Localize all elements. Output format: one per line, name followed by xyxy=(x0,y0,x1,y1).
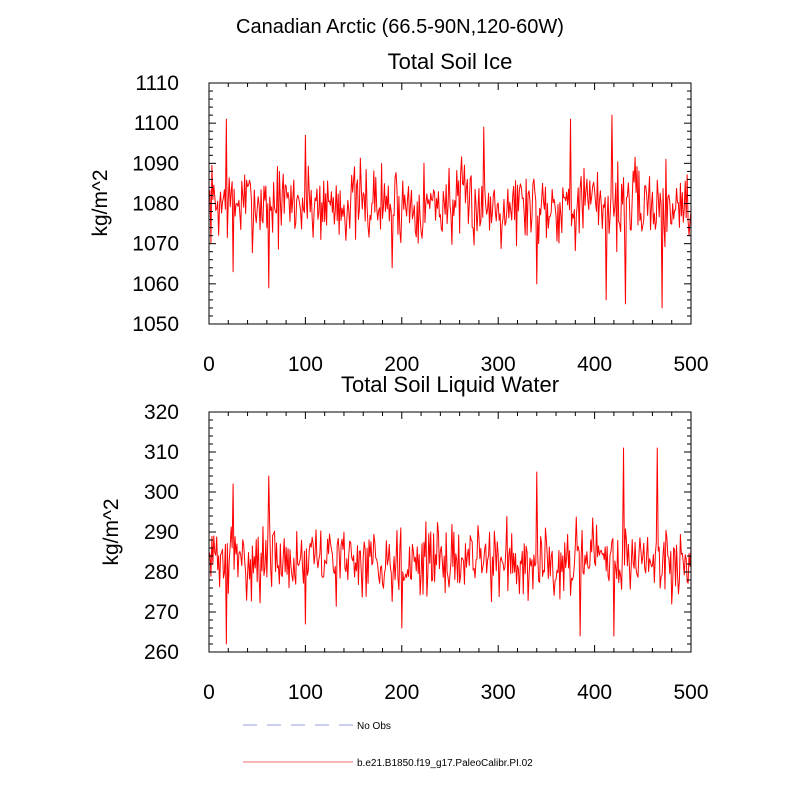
x-tick-label: 100 xyxy=(288,681,323,704)
series-layer xyxy=(208,114,692,309)
plot-frame xyxy=(208,411,692,653)
x-tick-label: 300 xyxy=(481,681,516,704)
x-tick-label: 400 xyxy=(577,353,612,376)
x-tick-label: 500 xyxy=(673,681,708,704)
x-tick-label: 100 xyxy=(288,353,323,376)
y-tick-label: 1080 xyxy=(132,193,179,216)
x-tick-label: 300 xyxy=(481,353,516,376)
y-tick-label: 1090 xyxy=(132,152,179,175)
y-tick-label: 260 xyxy=(144,641,179,664)
y-axis-label: kg/m^2 xyxy=(100,498,123,565)
x-tick-label: 0 xyxy=(203,353,215,376)
y-tick-label: 320 xyxy=(144,401,179,424)
figure-suptitle: Canadian Arctic (66.5-90N,120-60W) xyxy=(236,16,564,38)
y-tick-label: 300 xyxy=(144,481,179,504)
x-tick-label: 0 xyxy=(203,681,215,704)
x-tick-label: 400 xyxy=(577,681,612,704)
legend-label-no-obs: No Obs xyxy=(357,721,391,732)
panel-title: Total Soil Liquid Water xyxy=(341,372,559,397)
legend: No Obs b.e21.B1850.f19_g17.PaleoCalibr.P… xyxy=(243,721,533,769)
legend-label-model: b.e21.B1850.f19_g17.PaleoCalibr.PI.02 xyxy=(357,758,533,769)
y-tick-label: 1100 xyxy=(134,112,179,135)
panel-title: Total Soil Ice xyxy=(388,49,513,74)
panel-total-soil-ice: Total Soil Ice kg/m^2 105010601070108010… xyxy=(89,49,709,376)
series-layer xyxy=(208,447,692,645)
panel-total-soil-liquid-water: Total Soil Liquid Water kg/m^2 260 270 280… xyxy=(100,372,709,704)
ticks-layer: 260 270 280 290 300 310 320 0 100 200 300 400 500 xyxy=(144,401,709,704)
y-tick-label: 1110 xyxy=(135,72,179,95)
y-tick-label: 1070 xyxy=(132,233,179,256)
x-tick-label: 200 xyxy=(384,353,419,376)
y-tick-label: 1060 xyxy=(132,273,179,296)
y-tick-label: 290 xyxy=(144,521,179,544)
y-tick-label: 310 xyxy=(144,441,179,464)
series-line xyxy=(208,114,692,309)
series-line xyxy=(208,447,692,645)
x-tick-label: 200 xyxy=(384,681,419,704)
y-tick-label: 1050 xyxy=(132,313,179,336)
y-tick-label: 270 xyxy=(144,601,179,624)
ticks-layer: 1050 1060 1070 1080 1090 1100 1110 0 100 200 300 40… xyxy=(132,72,708,376)
x-tick-label: 500 xyxy=(673,353,708,376)
y-tick-label: 280 xyxy=(144,561,179,584)
y-axis-label: kg/m^2 xyxy=(89,169,112,236)
